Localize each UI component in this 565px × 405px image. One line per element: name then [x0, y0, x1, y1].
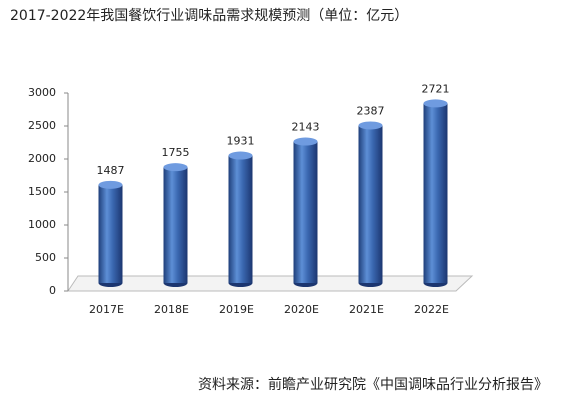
- bar: [163, 167, 188, 283]
- bar: [98, 184, 123, 283]
- x-tick-label: 2019E: [219, 303, 254, 316]
- x-tick-label: 2021E: [349, 303, 384, 316]
- y-tick-label: 3000: [28, 86, 56, 99]
- floor: [67, 275, 474, 292]
- x-tick-label: 2022E: [414, 303, 449, 316]
- y-tick-label: 500: [35, 251, 56, 264]
- bar-top: [98, 180, 123, 189]
- y-tick-label: 1000: [28, 218, 56, 231]
- value-label: 1487: [97, 164, 125, 177]
- bar: [423, 103, 448, 283]
- value-label: 1755: [162, 146, 190, 159]
- bar-top: [163, 163, 188, 172]
- bar-top: [228, 151, 253, 160]
- y-tick-label: 2500: [28, 119, 56, 132]
- value-label: 2721: [422, 82, 450, 95]
- bar: [358, 125, 383, 283]
- y-tick-label: 0: [49, 284, 56, 297]
- x-tick-label: 2017E: [89, 303, 124, 316]
- bar: [293, 141, 318, 283]
- y-tick-label: 2000: [28, 152, 56, 165]
- bar: [228, 155, 253, 283]
- x-tick-label: 2020E: [284, 303, 319, 316]
- value-label: 1931: [227, 135, 255, 148]
- value-label: 2387: [357, 104, 385, 117]
- y-tick-label: 1500: [28, 185, 56, 198]
- bar-top: [358, 121, 383, 130]
- source-note: 资料来源：前瞻产业研究院《中国调味品行业分析报告》: [198, 376, 548, 393]
- value-label: 2143: [292, 121, 320, 134]
- chart-title: 2017-2022年我国餐饮行业调味品需求规模预测（单位：亿元）: [10, 8, 408, 24]
- x-tick-label: 2018E: [154, 303, 189, 316]
- bar-top: [293, 137, 318, 146]
- bar-top: [423, 99, 448, 108]
